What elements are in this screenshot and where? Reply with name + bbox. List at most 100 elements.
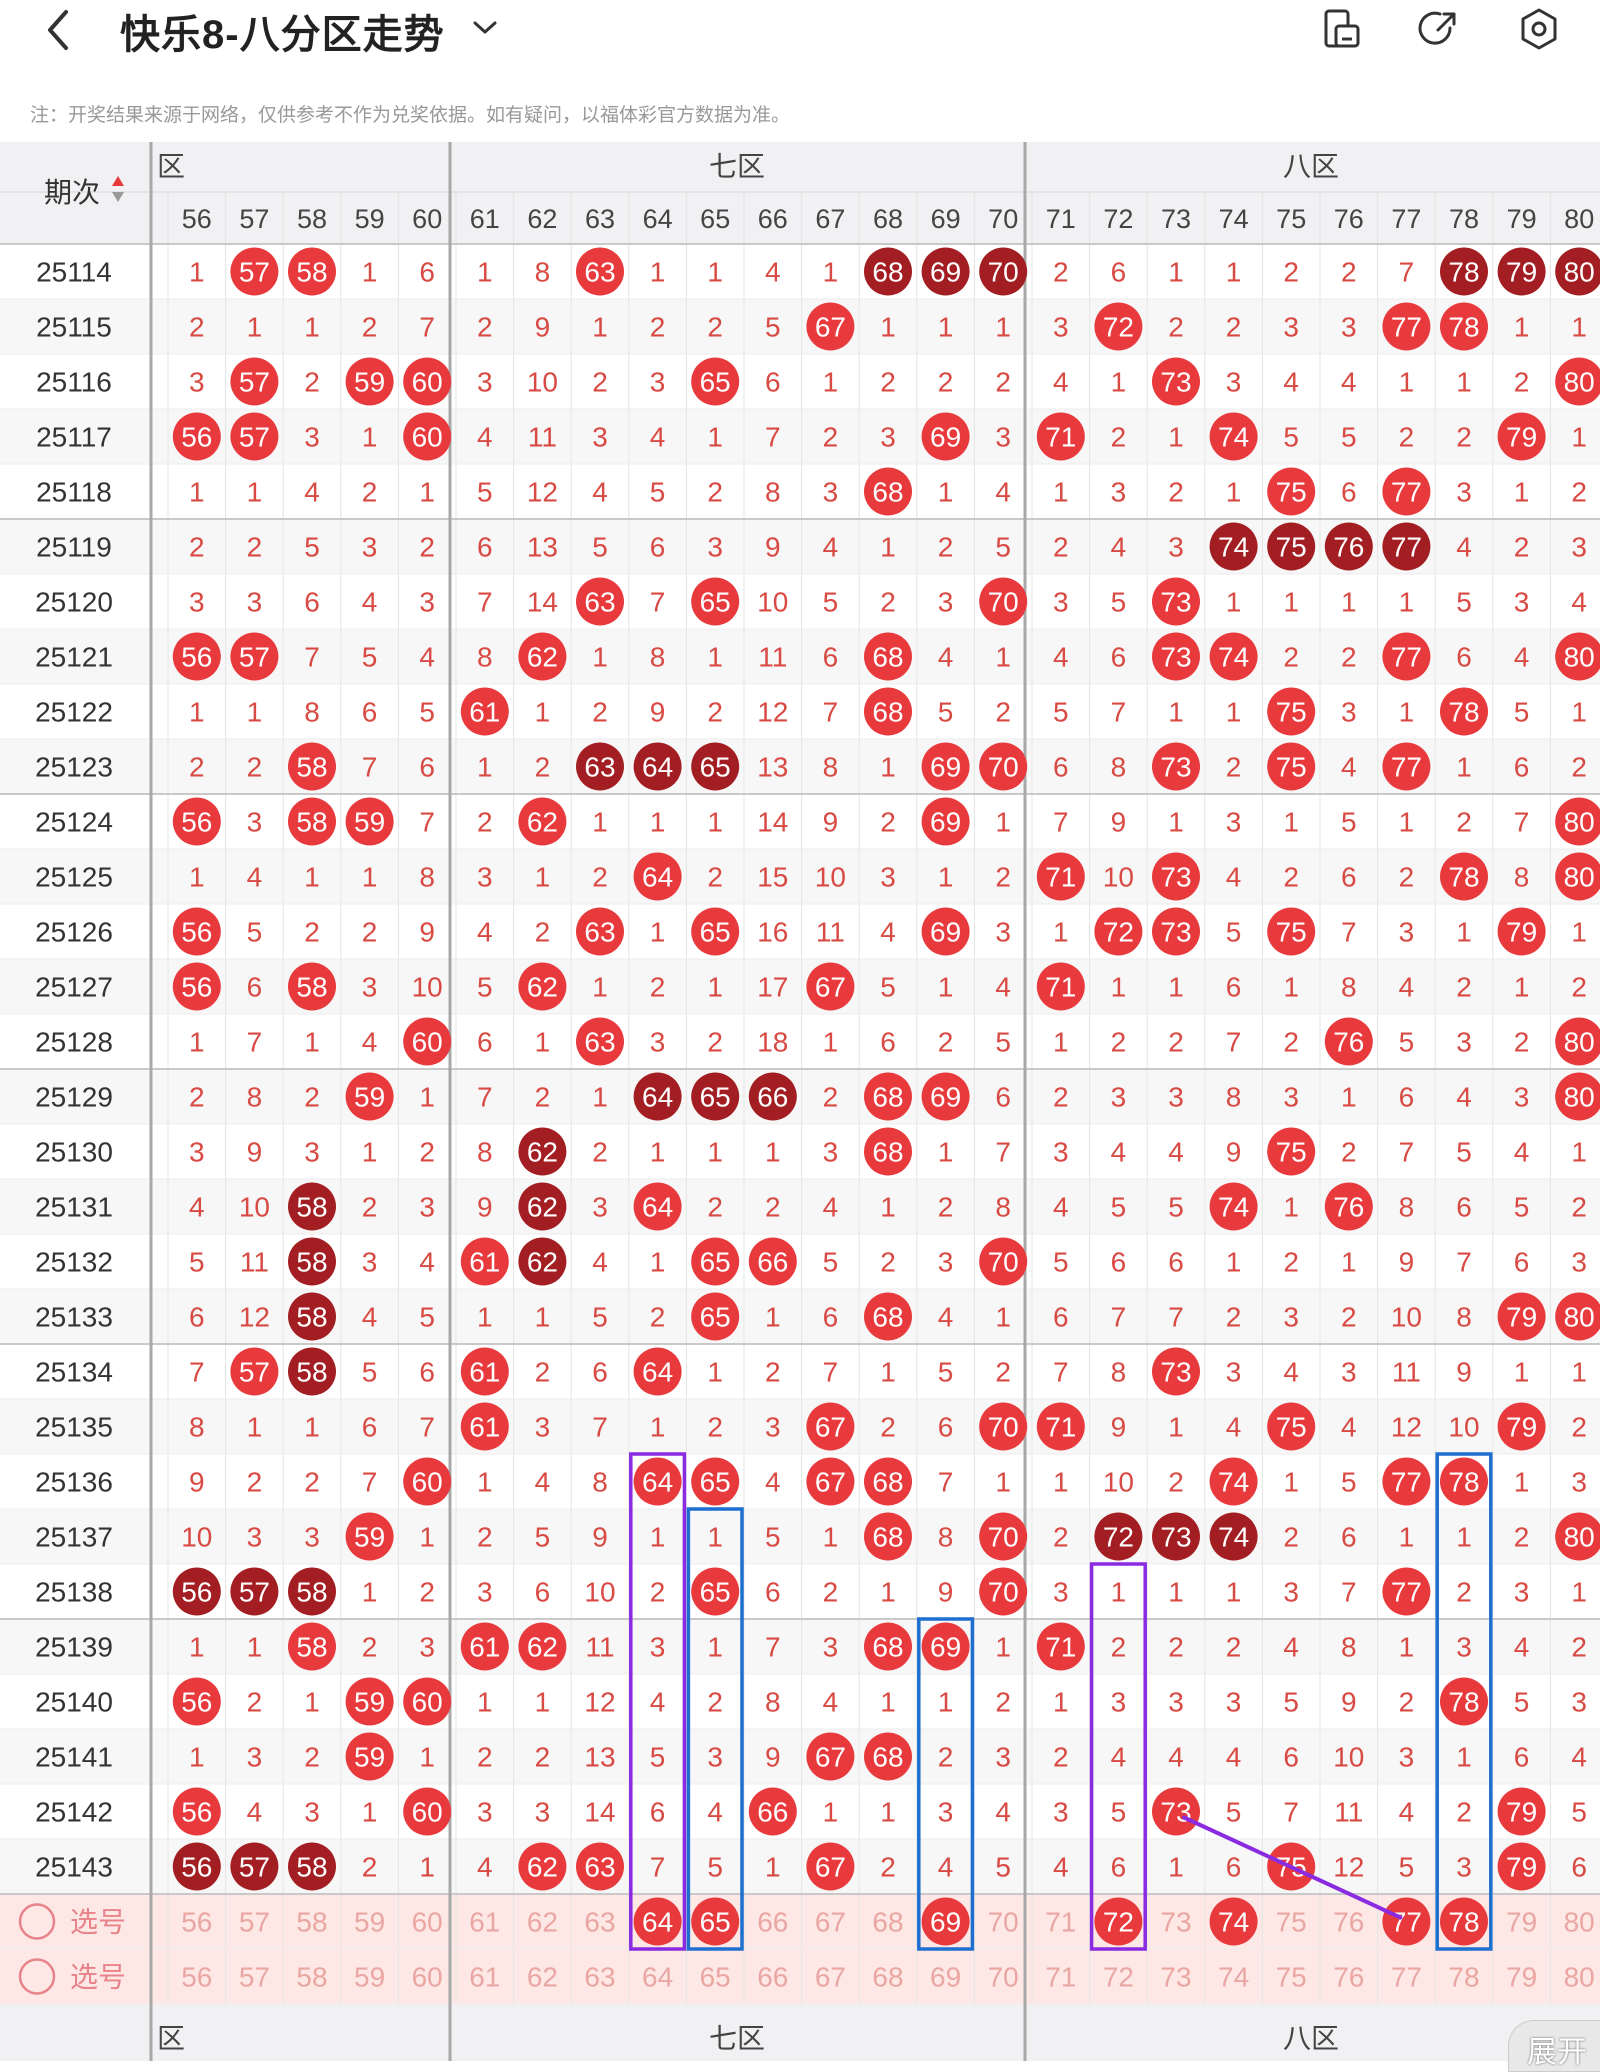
select-number[interactable]: 56 xyxy=(181,1907,212,1938)
select-number[interactable]: 58 xyxy=(296,1907,327,1938)
select-number[interactable]: 73 xyxy=(1160,1907,1191,1938)
select-number[interactable]: 61 xyxy=(469,1907,500,1938)
select-number[interactable]: 79 xyxy=(1506,1907,1537,1938)
table-row[interactable]: 25123 2 2 58 7 6 1 2 63 64 65 13 8 1 69 70 6 8 73 2 75 4 77 1 6 2 xyxy=(35,742,1587,791)
select-number[interactable]: 71 xyxy=(1045,1907,1076,1938)
select-number[interactable]: 75 xyxy=(1276,1907,1307,1938)
table-row[interactable]: 25135 8 1 1 6 7 61 3 7 1 2 3 67 2 6 70 71 9 1 4 75 4 12 10 79 2 xyxy=(35,1402,1587,1451)
table-row[interactable]: 25134 7 57 58 5 6 61 2 6 64 1 2 7 1 5 2 7 8 73 3 4 3 11 9 1 1 xyxy=(35,1347,1587,1396)
select-row[interactable]: 选号 56 57 58 59 60 61 62 63 64 65 66 67 68 69 70 71 72 73 74… xyxy=(18,1897,1595,1946)
select-number[interactable]: 70 xyxy=(988,1962,1019,1993)
select-number[interactable]: 61 xyxy=(469,1962,500,1993)
select-row[interactable]: 选号 56 57 58 59 60 61 62 63 64 65 66 67 68 69 70 71 72 73 74… xyxy=(18,1958,1595,1995)
table-row[interactable]: 25118 1 1 4 2 1 5 12 4 5 2 8 3 68 1 4 1 3 2 1 75 6 77 3 1 2 xyxy=(36,467,1587,516)
radio-circle-icon[interactable] xyxy=(18,1958,56,1995)
select-number[interactable]: 67 xyxy=(815,1962,846,1993)
select-number[interactable]: 62 xyxy=(527,1962,558,1993)
select-number[interactable]: 80 xyxy=(1564,1907,1595,1938)
select-number[interactable]: 59 xyxy=(354,1907,385,1938)
select-number[interactable]: 75 xyxy=(1276,1962,1307,1993)
selected-ball[interactable] xyxy=(633,1897,682,1946)
select-number[interactable]: 78 xyxy=(1448,1962,1479,1993)
table-row[interactable]: 25142 56 4 3 1 60 3 3 14 6 4 66 1 1 3 4 3 5 73 5 7 11 4 2 79 5 xyxy=(35,1787,1587,1836)
drawn-ball xyxy=(172,962,221,1011)
miss-count: 2 xyxy=(1399,862,1415,893)
table-row[interactable]: 25129 2 8 2 59 1 7 2 1 64 65 66 2 68 69 6 2 3 3 8 3 1 6 4 3 80 xyxy=(35,1072,1600,1121)
select-number[interactable]: 56 xyxy=(181,1962,212,1993)
select-number[interactable]: 76 xyxy=(1333,1962,1364,1993)
table-row[interactable]: 25128 1 7 1 4 60 6 1 63 3 2 18 1 6 2 5 1 2 2 7 2 76 5 3 2 80 xyxy=(35,1017,1600,1066)
select-number[interactable]: 79 xyxy=(1506,1962,1537,1993)
selected-ball[interactable] xyxy=(691,1897,740,1946)
select-number[interactable]: 71 xyxy=(1045,1962,1076,1993)
table-row[interactable]: 25121 56 57 7 5 4 8 62 1 8 1 11 6 68 4 1 4 6 73 74 2 2 77 6 4 80 xyxy=(35,632,1600,681)
table-row[interactable]: 25122 1 1 8 6 5 61 1 2 9 2 12 7 68 5 2 5 7 1 1 75 3 1 78 5 1 xyxy=(35,687,1587,736)
select-number[interactable]: 77 xyxy=(1391,1962,1422,1993)
select-number[interactable]: 62 xyxy=(527,1907,558,1938)
table-row[interactable]: 25116 3 57 2 59 60 3 10 2 3 65 6 1 2 2 2 4 1 73 3 4 4 1 1 2 80 xyxy=(36,357,1600,406)
table-row[interactable]: 25140 56 2 1 59 60 1 1 12 4 2 8 4 1 1 2 1 3 3 3 5 9 2 78 5 3 xyxy=(35,1677,1587,1726)
table-row[interactable]: 25136 9 2 2 7 60 1 4 8 64 65 4 67 68 7 1 1 10 2 74 1 5 77 78 1 3 xyxy=(35,1457,1587,1506)
table-row[interactable]: 25115 2 1 1 2 7 2 9 1 2 2 5 67 1 1 1 3 72 2 2 3 3 77 78 1 1 xyxy=(36,302,1587,351)
select-number[interactable]: 68 xyxy=(872,1962,903,1993)
table-row[interactable]: 25114 1 57 58 1 6 1 8 63 1 1 4 1 68 69 70 2 6 1 1 2 2 7 78 79 80 xyxy=(36,247,1600,296)
expand-button[interactable]: 展开 xyxy=(1508,2020,1600,2072)
select-number[interactable]: 60 xyxy=(412,1907,443,1938)
select-number[interactable]: 63 xyxy=(584,1907,615,1938)
table-row[interactable]: 25138 56 57 58 1 2 3 6 10 2 65 6 2 1 9 70 3 1 1 1 3 7 77 2 3 1 xyxy=(35,1567,1587,1616)
selected-ball[interactable] xyxy=(921,1897,970,1946)
select-number[interactable]: 64 xyxy=(642,1962,673,1993)
page-title[interactable]: 快乐8-八分区走势 xyxy=(120,13,445,57)
trend-table[interactable]: 区区七区 七区 八区 八区 期次 56 57 58 59 60 61 62 63 64 65 66 67 68 69… xyxy=(0,142,1600,2061)
table-row[interactable]: 25137 10 3 3 59 1 2 5 9 1 1 5 1 68 8 70 2 72 73 74 2 6 1 1 2 80 xyxy=(35,1512,1600,1561)
select-number[interactable]: 58 xyxy=(296,1962,327,1993)
chevron-left-icon[interactable] xyxy=(40,8,80,52)
sort-arrows-icon[interactable] xyxy=(112,176,124,186)
chevron-down-icon[interactable] xyxy=(470,12,500,42)
select-number[interactable]: 65 xyxy=(700,1962,731,1993)
select-number[interactable]: 73 xyxy=(1160,1962,1191,1993)
split-screen-icon[interactable] xyxy=(1320,6,1366,52)
share-icon[interactable] xyxy=(1416,6,1462,52)
settings-icon[interactable] xyxy=(1516,6,1562,52)
select-number[interactable]: 80 xyxy=(1564,1962,1595,1993)
sort-arrows-icon[interactable] xyxy=(112,192,124,202)
table-row[interactable]: 251435657582146263751672454616751253796 xyxy=(35,1842,1587,1891)
table-row[interactable]: 25127 56 6 58 3 10 5 62 1 2 1 17 67 5 1 4 71 1 1 6 1 8 4 2 1 2 xyxy=(35,962,1587,1011)
table-row[interactable]: 25117 56 57 3 1 60 4 11 3 4 1 7 2 3 69 3 71 2 1 74 5 5 2 2 79 1 xyxy=(36,412,1587,461)
table-row[interactable]: 25139 1 1 58 2 3 61 62 11 3 1 7 3 68 69 1 71 2 2 2 4 8 1 3 4 2 xyxy=(35,1622,1587,1671)
select-number[interactable]: 66 xyxy=(757,1907,788,1938)
drawn-number: 58 xyxy=(296,1577,327,1608)
select-number[interactable]: 68 xyxy=(872,1907,903,1938)
table-row[interactable]: 25132 5 11 58 3 4 61 62 4 1 65 66 5 2 3 70 5 6 6 1 2 1 9 7 6 3 xyxy=(35,1237,1587,1286)
select-number[interactable]: 74 xyxy=(1218,1962,1249,1993)
selected-ball[interactable] xyxy=(1440,1897,1488,1946)
select-number[interactable]: 59 xyxy=(354,1962,385,1993)
select-number[interactable]: 60 xyxy=(412,1962,443,1993)
select-number[interactable]: 67 xyxy=(815,1907,846,1938)
table-row[interactable]: 25126 56 5 2 2 9 4 2 63 1 65 16 11 4 69 3 1 72 73 5 75 7 3 1 79 1 xyxy=(35,907,1587,956)
select-number[interactable]: 76 xyxy=(1333,1907,1364,1938)
table-row[interactable]: 25130 3 9 3 1 2 8 62 2 1 1 1 3 68 1 7 3 4 4 9 75 2 7 5 4 1 xyxy=(35,1127,1587,1176)
table-row[interactable]: 25141 1 3 2 59 1 2 2 13 5 3 9 67 68 2 3 2 4 4 4 6 10 3 1 6 4 xyxy=(35,1732,1587,1781)
select-number[interactable]: 72 xyxy=(1103,1962,1134,1993)
selected-ball[interactable] xyxy=(1382,1897,1431,1946)
select-number[interactable]: 69 xyxy=(930,1962,961,1993)
period-header[interactable]: 期次 xyxy=(44,177,100,208)
select-number[interactable]: 57 xyxy=(239,1962,270,1993)
table-row[interactable]: 25119 2 2 5 3 2 6 13 5 6 3 9 4 1 2 5 2 4 3 74 75 76 77 4 2 3 xyxy=(36,522,1587,571)
selected-ball[interactable] xyxy=(1209,1897,1258,1946)
radio-circle-icon[interactable] xyxy=(18,1903,56,1940)
table-row[interactable]: 25124 56 3 58 59 7 2 62 1 1 1 14 9 2 69 1 7 9 1 3 1 5 1 2 7 80 xyxy=(35,797,1600,846)
table-row[interactable]: 25131 4 10 58 2 3 9 62 3 64 2 2 4 1 2 8 4 5 5 74 1 76 8 6 5 2 xyxy=(35,1182,1587,1231)
miss-count: 2 xyxy=(995,367,1011,398)
select-number[interactable]: 66 xyxy=(757,1962,788,1993)
table-row[interactable]: 25120 3 3 6 4 3 7 14 63 7 65 10 5 2 3 70 3 5 73 1 1 1 1 5 3 4 xyxy=(35,577,1587,626)
select-number[interactable]: 57 xyxy=(239,1907,270,1938)
table-row[interactable]: 25125 1 4 1 1 8 3 1 2 64 2 15 10 3 1 2 71 10 73 4 2 6 2 78 8 80 xyxy=(35,852,1600,901)
select-number[interactable]: 70 xyxy=(988,1907,1019,1938)
select-number[interactable]: 63 xyxy=(584,1962,615,1993)
selected-ball[interactable] xyxy=(1094,1897,1143,1946)
table-row[interactable]: 25133 6 12 58 4 5 1 1 5 2 65 1 6 68 4 1 6 7 7 2 3 2 10 8 79 80 xyxy=(35,1292,1600,1341)
